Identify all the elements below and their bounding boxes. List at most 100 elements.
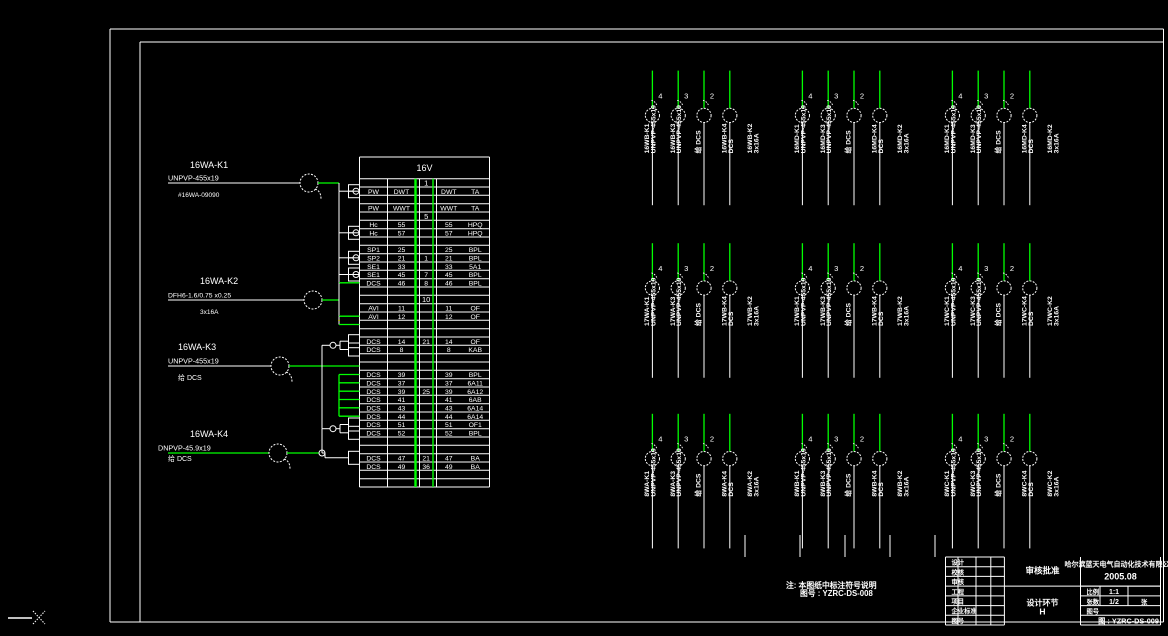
svg-text:UNPVP-455x19: UNPVP-455x19 [950,448,957,497]
svg-text:14: 14 [445,339,453,346]
svg-text:OF: OF [470,339,479,346]
svg-text:给 DCS: 给 DCS [178,373,202,382]
svg-text:3: 3 [984,91,988,100]
svg-text:2: 2 [860,264,864,273]
svg-text:UNPVP-455x19: UNPVP-455x19 [676,277,683,326]
svg-text:DCS: DCS [366,397,381,404]
svg-text:6A11: 6A11 [468,380,484,387]
svg-text:审核: 审核 [952,577,965,586]
svg-text:BPL: BPL [469,247,482,254]
svg-text:5A1: 5A1 [469,264,481,271]
svg-text:6A14: 6A14 [467,414,483,421]
svg-text:16WA-K3: 16WA-K3 [178,342,216,352]
svg-text:4: 4 [658,264,662,273]
svg-text:39: 39 [398,372,406,379]
svg-text:46: 46 [445,280,453,287]
svg-text:3: 3 [684,91,688,100]
svg-text:3x16A: 3x16A [1054,306,1061,326]
svg-text:3x16A: 3x16A [754,476,761,496]
svg-text:TA: TA [471,189,480,196]
svg-text:3x16A: 3x16A [754,133,761,153]
svg-text:DCS: DCS [878,482,885,497]
svg-text:21: 21 [422,455,430,462]
svg-text:DCS: DCS [366,430,381,437]
svg-text:16WA-K4: 16WA-K4 [190,429,228,439]
svg-text:项目: 项目 [952,597,965,606]
svg-text:3: 3 [684,435,688,444]
svg-text:2: 2 [1010,91,1014,100]
svg-text:BA: BA [471,464,481,471]
svg-text:SE1: SE1 [367,272,380,279]
svg-text:6A12: 6A12 [467,389,483,396]
svg-text:Hc: Hc [369,230,378,237]
svg-text:DCS: DCS [366,347,381,354]
svg-text:12: 12 [398,314,406,321]
svg-text:4: 4 [958,264,962,273]
svg-text:DWT: DWT [394,189,409,196]
svg-text:UNPVP-455x19: UNPVP-455x19 [676,105,683,154]
svg-text:14: 14 [398,339,406,346]
svg-text:3: 3 [984,435,988,444]
svg-text:张数: 张数 [1087,597,1100,606]
svg-text:比例: 比例 [1087,587,1100,596]
svg-text:AVI: AVI [368,314,379,321]
svg-text:H: H [1039,606,1045,616]
svg-text:3: 3 [684,264,688,273]
svg-text:25: 25 [398,247,406,254]
svg-text:16WA-K2: 16WA-K2 [200,276,238,286]
svg-text:1: 1 [424,178,428,187]
svg-text:DWT: DWT [441,189,456,196]
svg-text:6AB: 6AB [469,397,482,404]
svg-text:4: 4 [808,91,812,100]
svg-text:DCS: DCS [366,380,381,387]
svg-text:41: 41 [445,397,453,404]
svg-text:33: 33 [398,264,406,271]
svg-text:企业标准: 企业标准 [952,606,978,615]
svg-text:BPL: BPL [469,255,482,262]
svg-text:21: 21 [422,339,430,346]
svg-text:UNPVP-455x19: UNPVP-455x19 [168,174,219,183]
svg-text:DCS: DCS [366,464,381,471]
svg-text:3: 3 [984,264,988,273]
svg-text:UNPVP-455x19: UNPVP-455x19 [650,105,657,154]
svg-text:哈尔滨蓝天电气自动化技术有限公司: 哈尔滨蓝天电气自动化技术有限公司 [1065,560,1168,569]
svg-text:44: 44 [398,414,406,421]
svg-text:给 DCS: 给 DCS [694,130,703,154]
svg-text:43: 43 [445,405,453,412]
svg-text:给 DCS: 给 DCS [844,130,853,154]
svg-text:3x16A: 3x16A [1054,476,1061,496]
svg-text:21: 21 [445,255,453,262]
svg-text:11: 11 [445,305,452,312]
svg-text:1/2: 1/2 [1109,599,1119,606]
svg-text:UNPVP-455x19: UNPVP-455x19 [976,448,983,497]
svg-text:DNPVP-45.9x19: DNPVP-45.9x19 [158,444,211,453]
svg-text:39: 39 [445,389,453,396]
svg-text:UNPVP-455x19: UNPVP-455x19 [826,448,833,497]
svg-text:36: 36 [422,464,430,471]
svg-text:44: 44 [445,414,453,421]
svg-text:3x16A: 3x16A [904,133,911,153]
svg-text:43: 43 [398,405,406,412]
svg-text:1: 1 [424,255,428,262]
svg-text:8: 8 [400,347,404,354]
svg-text:25: 25 [445,247,453,254]
svg-text:设计: 设计 [952,558,965,567]
svg-text:UNPVP-455x19: UNPVP-455x19 [676,448,683,497]
svg-text:3: 3 [834,435,838,444]
svg-text:SP2: SP2 [367,255,380,262]
svg-text:校核: 校核 [952,567,965,576]
svg-text:审核批准: 审核批准 [1025,566,1060,576]
svg-text:DCS: DCS [1028,311,1035,326]
svg-text:16WA-K1: 16WA-K1 [190,160,228,170]
svg-text:SE1: SE1 [367,264,380,271]
svg-text:AVI: AVI [368,305,379,312]
svg-text:39: 39 [398,389,406,396]
svg-text:UNPVP-455x19: UNPVP-455x19 [950,105,957,154]
svg-text:4: 4 [808,264,812,273]
svg-text:DCS: DCS [366,405,381,412]
svg-text:DFH6-1.6/0.75 x0.25: DFH6-1.6/0.75 x0.25 [168,293,231,300]
svg-text:UNPVP-455x19: UNPVP-455x19 [168,357,219,366]
svg-text:DCS: DCS [878,311,885,326]
svg-text:BPL: BPL [469,372,482,379]
svg-text:UNPVP-455x19: UNPVP-455x19 [800,277,807,326]
